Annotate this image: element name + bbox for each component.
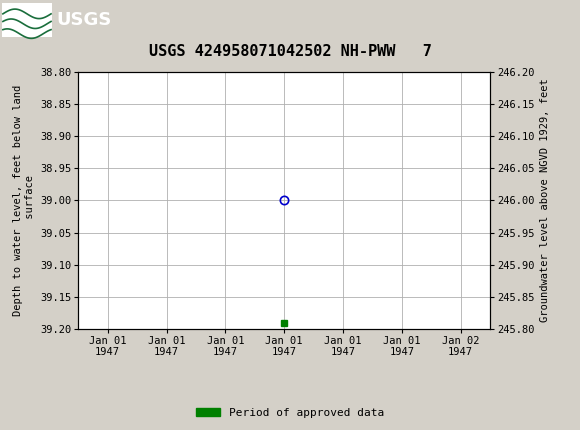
Y-axis label: Groundwater level above NGVD 1929, feet: Groundwater level above NGVD 1929, feet [540, 79, 550, 322]
Y-axis label: Depth to water level, feet below land
 surface: Depth to water level, feet below land su… [13, 85, 35, 316]
FancyBboxPatch shape [2, 3, 52, 37]
Text: USGS: USGS [57, 11, 112, 29]
Legend: Period of approved data: Period of approved data [191, 403, 389, 422]
Text: USGS 424958071042502 NH-PWW   7: USGS 424958071042502 NH-PWW 7 [148, 44, 432, 59]
